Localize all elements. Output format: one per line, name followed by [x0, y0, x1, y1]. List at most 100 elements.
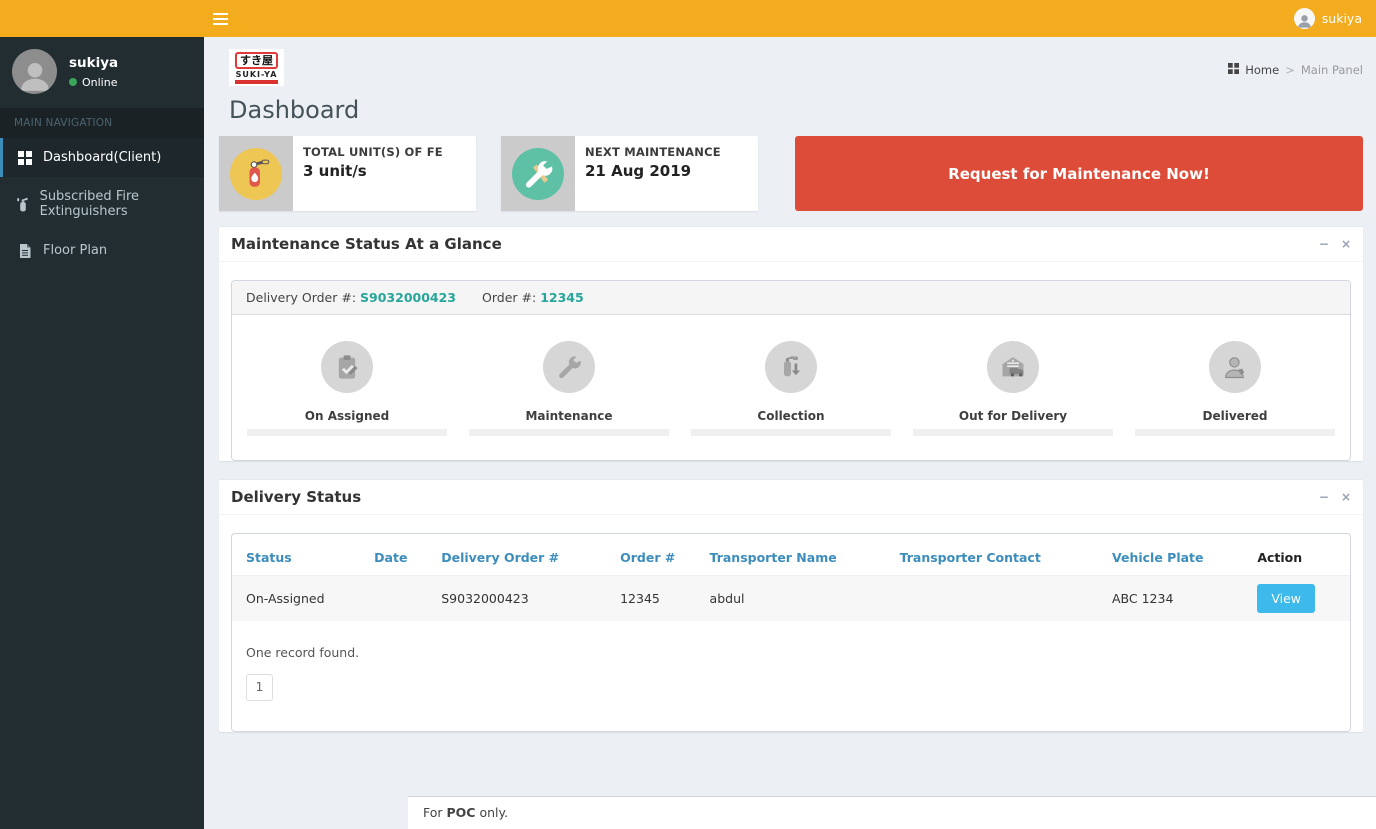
top-navbar: sukiya: [0, 0, 1376, 37]
user-avatar: [1293, 8, 1315, 29]
table-header-row: Status Date Delivery Order # Order # Tra…: [232, 540, 1350, 576]
logo-red-bar: [235, 80, 278, 84]
pagination: 1: [246, 674, 1336, 701]
pagination-page-1[interactable]: 1: [246, 674, 273, 701]
user-menu-name: sukiya: [1321, 11, 1362, 26]
breadcrumb-separator: >: [1285, 63, 1295, 77]
sidebar-item-floor-plan[interactable]: Floor Plan: [0, 231, 204, 270]
step-delivered: Delivered: [1124, 341, 1346, 436]
status-steps: On Assigned Maintenance: [232, 315, 1350, 460]
sidebar-item-subscribed-fire-extinguishers[interactable]: Subscribed Fire Extinguishers: [0, 177, 204, 231]
step-label: Maintenance: [525, 409, 613, 423]
sidebar-item-label: Dashboard(Client): [43, 150, 162, 165]
delivery-sub-box: Status Date Delivery Order # Order # Tra…: [231, 533, 1351, 732]
person-check-icon: [1209, 341, 1261, 393]
step-progress-bar: [691, 429, 891, 436]
info-box-total-units: TOTAL UNIT(S) OF FE 3 unit/s: [219, 136, 476, 211]
fire-extinguisher-icon: [17, 197, 30, 212]
footer: For POC only.: [408, 796, 1376, 829]
sidebar-toggle-icon[interactable]: [213, 0, 247, 37]
cell-status: On-Assigned: [232, 575, 367, 621]
record-summary: One record found.: [246, 645, 360, 660]
step-maintenance: Maintenance: [458, 341, 680, 436]
collapse-icon[interactable]: −: [1318, 490, 1329, 504]
clipboard-check-icon: [321, 341, 373, 393]
col-date[interactable]: Date: [366, 540, 434, 576]
close-icon[interactable]: ×: [1340, 237, 1351, 251]
delivery-order-value[interactable]: S9032000423: [360, 290, 457, 305]
step-out-for-delivery: Out for Delivery: [902, 341, 1124, 436]
close-icon[interactable]: ×: [1340, 490, 1351, 504]
breadcrumb: Home > Main Panel: [1228, 49, 1363, 77]
online-status-dot: [69, 78, 77, 86]
panel-title: Maintenance Status At a Glance: [231, 235, 502, 253]
delivery-table: Status Date Delivery Order # Order # Tra…: [232, 540, 1350, 621]
order-label: Order #:: [482, 290, 537, 305]
delivery-order-label: Delivery Order #:: [246, 290, 357, 305]
cell-order: 12345: [612, 575, 702, 621]
col-action: Action: [1249, 540, 1350, 576]
logo-jp-text: すき屋: [235, 52, 278, 69]
page-title: Dashboard: [229, 96, 360, 124]
step-progress-bar: [469, 429, 669, 436]
view-button[interactable]: View: [1257, 584, 1315, 613]
extinguisher-collect-icon: [765, 341, 817, 393]
sidebar-section-label: MAIN NAVIGATION: [0, 108, 204, 138]
step-label: Delivered: [1202, 409, 1268, 423]
delivery-status-panel: Delivery Status − × Status Date: [219, 479, 1363, 732]
sukiya-logo[interactable]: すき屋 SUKI-YA: [229, 49, 284, 86]
file-icon: [17, 243, 33, 258]
status-sub-box: Delivery Order #: S9032000423 Order #: 1…: [231, 280, 1351, 461]
sidebar-user-panel: sukiya Online: [0, 37, 204, 108]
info-box-next-maintenance: NEXT MAINTENANCE 21 Aug 2019: [501, 136, 758, 211]
footer-text: For POC only.: [423, 805, 509, 820]
sidebar: sukiya Online MAIN NAVIGATION Dashboard(…: [0, 37, 204, 829]
col-status[interactable]: Status: [232, 540, 367, 576]
col-transporter-contact[interactable]: Transporter Contact: [891, 540, 1104, 576]
step-collection: Collection: [680, 341, 902, 436]
wrench-icon: [543, 341, 595, 393]
sidebar-item-label: Floor Plan: [43, 243, 108, 258]
fire-extinguisher-icon: [219, 136, 293, 211]
table-row: On-Assigned S9032000423 12345 abdul ABC …: [232, 575, 1350, 621]
col-order[interactable]: Order #: [612, 540, 702, 576]
col-delivery-order[interactable]: Delivery Order #: [433, 540, 613, 576]
breadcrumb-home-link[interactable]: Home: [1245, 63, 1280, 77]
step-label: Out for Delivery: [958, 409, 1068, 423]
step-progress-bar: [247, 429, 447, 436]
main-content: すき屋 SUKI-YA Home > Main Panel Dashboard: [204, 37, 1376, 829]
sidebar-item-dashboard-client[interactable]: Dashboard(Client): [0, 138, 204, 177]
step-label: On Assigned: [304, 409, 390, 423]
info-box-title: NEXT MAINTENANCE: [585, 145, 721, 159]
step-progress-bar: [913, 429, 1113, 436]
panel-title: Delivery Status: [231, 488, 362, 506]
cell-transporter-contact: [891, 575, 1104, 621]
info-box-value: 3 unit/s: [303, 162, 367, 180]
request-maintenance-button[interactable]: Request for Maintenance Now!: [795, 136, 1363, 211]
cell-date: [366, 575, 434, 621]
col-transporter-name[interactable]: Transporter Name: [701, 540, 892, 576]
collapse-icon[interactable]: −: [1318, 237, 1329, 251]
cell-transporter-name: abdul: [701, 575, 892, 621]
maintenance-status-panel: Maintenance Status At a Glance − × Deliv…: [219, 226, 1363, 461]
step-label: Collection: [757, 409, 825, 423]
info-box-title: TOTAL UNIT(S) OF FE: [303, 145, 443, 159]
step-progress-bar: [1135, 429, 1335, 436]
logo-en-text: SUKI-YA: [235, 70, 278, 79]
grid-icon: [17, 150, 33, 165]
sidebar-user-status: Online: [82, 75, 118, 89]
truck-warehouse-icon: [987, 341, 1039, 393]
sidebar-avatar: [12, 49, 57, 94]
info-box-value: 21 Aug 2019: [585, 162, 692, 180]
home-grid-icon: [1228, 63, 1240, 77]
sidebar-item-label: Subscribed Fire Extinguishers: [39, 189, 140, 219]
cell-delivery-order: S9032000423: [433, 575, 613, 621]
breadcrumb-current: Main Panel: [1300, 63, 1363, 77]
tools-icon: [501, 136, 575, 211]
order-value[interactable]: 12345: [540, 290, 584, 305]
user-menu[interactable]: sukiya: [1293, 8, 1362, 29]
cell-vehicle-plate: ABC 1234: [1104, 575, 1250, 621]
sidebar-user-name: sukiya: [69, 54, 119, 71]
step-on-assigned: On Assigned: [236, 341, 458, 436]
col-vehicle-plate[interactable]: Vehicle Plate: [1104, 540, 1250, 576]
